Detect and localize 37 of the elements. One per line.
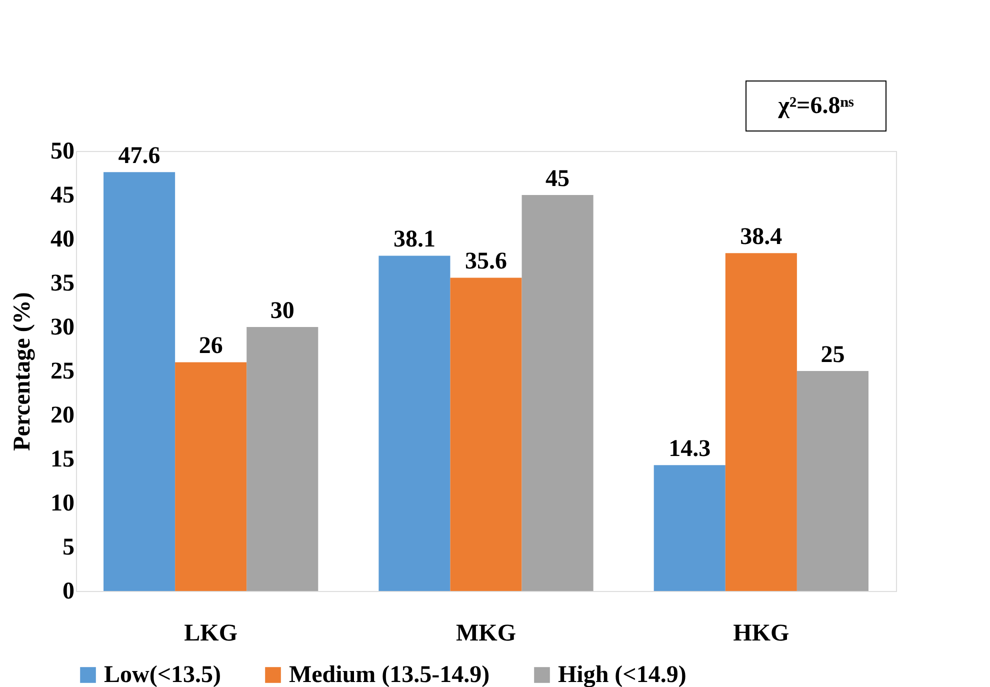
y-tick-label: 5	[62, 534, 74, 560]
data-label: 35.6	[465, 248, 507, 275]
x-tick-label: MKG	[456, 620, 516, 646]
bar	[246, 327, 318, 591]
y-tick-label: 10	[50, 490, 74, 516]
legend-label: Medium (13.5-14.9)	[289, 662, 490, 687]
bar	[796, 371, 868, 591]
bar	[378, 256, 450, 591]
y-tick-label: 40	[50, 226, 74, 252]
y-tick-label: 35	[50, 270, 74, 296]
data-label: 38.4	[740, 224, 782, 250]
bar	[450, 278, 522, 591]
data-label: 38.1	[393, 226, 436, 253]
y-tick-label: 0	[62, 578, 74, 604]
legend-label: Low(<13.5)	[104, 662, 221, 687]
y-tick-label: 50	[50, 138, 74, 164]
legend-label: High (<14.9)	[558, 662, 686, 687]
y-tick-label: 45	[50, 182, 74, 208]
bar	[175, 362, 247, 591]
y-tick-label: 20	[50, 402, 74, 428]
bar	[522, 195, 594, 591]
data-label: 47.6	[118, 143, 160, 170]
bar	[654, 465, 726, 591]
text: χ²=6.8ⁿˢ	[777, 93, 855, 119]
data-label: 25	[820, 342, 845, 368]
data-label: 26	[198, 333, 223, 360]
y-tick-label: 30	[50, 314, 74, 340]
data-label: 14.3	[668, 436, 711, 462]
x-tick-label: LKG	[184, 620, 238, 646]
y-tick-label: 25	[50, 358, 74, 384]
x-tick-label: HKG	[733, 620, 790, 646]
y-tick-label: 15	[50, 446, 74, 472]
data-label: 45	[546, 166, 570, 192]
bar	[104, 172, 176, 591]
bar	[725, 253, 797, 591]
y-axis-title: Percentage (%)	[10, 292, 36, 451]
data-label: 30	[270, 298, 294, 324]
